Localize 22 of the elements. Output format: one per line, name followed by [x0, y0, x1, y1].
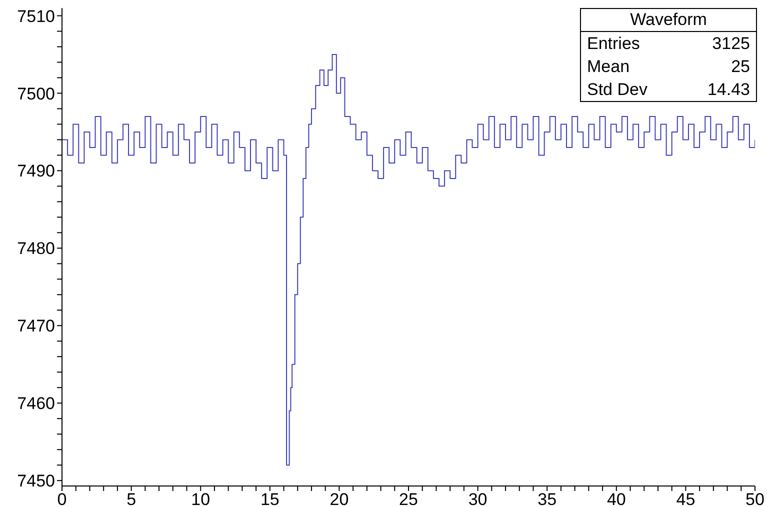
x-tick-label: 20	[330, 490, 349, 507]
x-tick-label: 40	[606, 490, 626, 507]
x-tick-label: 0	[57, 490, 67, 507]
x-tick-label: 10	[191, 490, 210, 507]
y-tick-label: 7510	[17, 6, 55, 26]
chart-title: Waveform	[581, 9, 756, 32]
y-tick-label: 7480	[17, 239, 55, 258]
text: Std Dev 14.43	[587, 80, 750, 99]
y-tick-label: 7470	[17, 316, 55, 336]
y-tick-label: 7450	[17, 472, 55, 491]
x-tick-label: 35	[538, 490, 557, 507]
x-tick-label: 25	[399, 490, 418, 507]
y-tick-label: 7500	[17, 84, 55, 104]
x-tick-label: 5	[126, 490, 136, 507]
x-tick-label: 15	[260, 490, 280, 507]
text: Mean 25	[587, 57, 750, 76]
y-tick-label: 7460	[17, 394, 55, 414]
text: Entries 3125	[587, 34, 750, 53]
x-tick-label: 30	[468, 490, 488, 507]
x-tick-label: 50	[746, 490, 764, 507]
x-tick-label: 45	[676, 490, 696, 507]
y-tick-label: 7490	[17, 162, 55, 181]
